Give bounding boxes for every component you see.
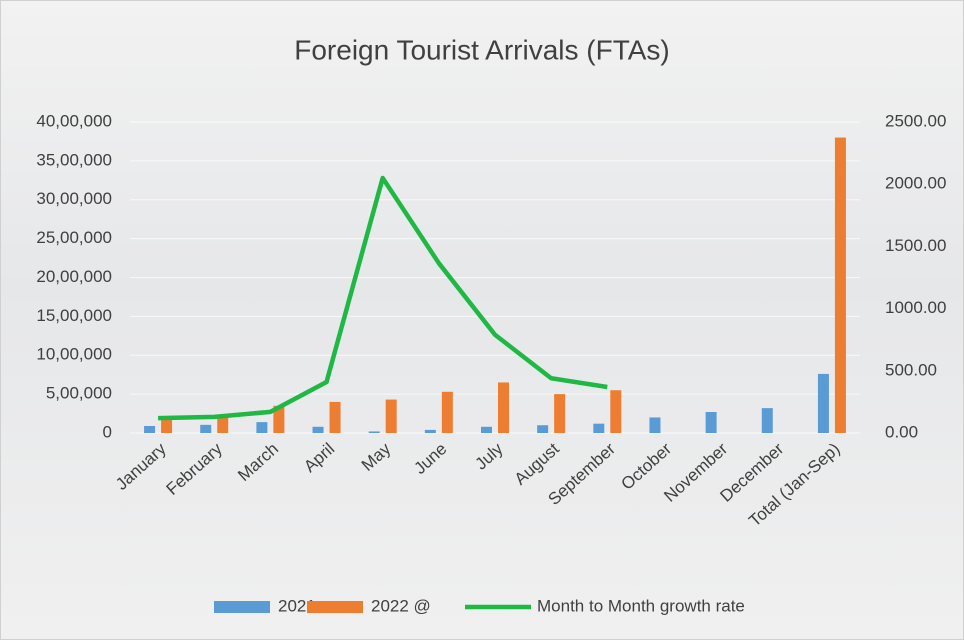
- legend-swatch: [307, 601, 363, 613]
- bar: [537, 425, 548, 433]
- bar: [762, 408, 773, 433]
- y-tick-label: 10,00,000: [36, 345, 112, 364]
- bar: [554, 394, 565, 433]
- bar: [313, 427, 324, 433]
- bar: [369, 431, 380, 433]
- y-tick-label: 15,00,000: [36, 306, 112, 325]
- y-tick-label: 20,00,000: [36, 267, 112, 286]
- y-tick-label: 40,00,000: [36, 111, 112, 130]
- legend-label: 2022 @: [371, 596, 431, 615]
- bar: [818, 374, 829, 433]
- y2-tick-label: 500.00: [885, 360, 937, 379]
- bar: [649, 417, 660, 433]
- y2-tick-label: 2000.00: [885, 174, 946, 193]
- bar: [610, 390, 621, 433]
- y-tick-label: 25,00,000: [36, 228, 112, 247]
- legend-swatch: [214, 601, 270, 613]
- bar: [256, 422, 267, 433]
- bar: [442, 392, 453, 433]
- bar: [144, 426, 155, 433]
- y-tick-label: 30,00,000: [36, 189, 112, 208]
- y-tick-label: 0: [103, 422, 112, 441]
- y2-tick-label: 1000.00: [885, 298, 946, 317]
- bar: [593, 424, 604, 433]
- bar: [330, 402, 341, 433]
- y2-tick-label: 1500.00: [885, 236, 946, 255]
- bar: [386, 400, 397, 433]
- y-tick-label: 5,00,000: [46, 384, 112, 403]
- chart: Foreign Tourist Arrivals (FTAs) 0 5,00,00…: [0, 0, 964, 640]
- bar: [706, 412, 717, 433]
- y2-tick-label: 0.00: [885, 422, 918, 441]
- y2-tick-label: 2500.00: [885, 111, 946, 130]
- bar: [425, 430, 436, 433]
- bar: [498, 382, 509, 433]
- bar: [835, 138, 846, 433]
- legend-label: Month to Month growth rate: [537, 596, 745, 615]
- bar: [200, 425, 211, 433]
- chart-title: Foreign Tourist Arrivals (FTAs): [294, 34, 669, 65]
- y-tick-label: 35,00,000: [36, 150, 112, 169]
- bar: [481, 427, 492, 433]
